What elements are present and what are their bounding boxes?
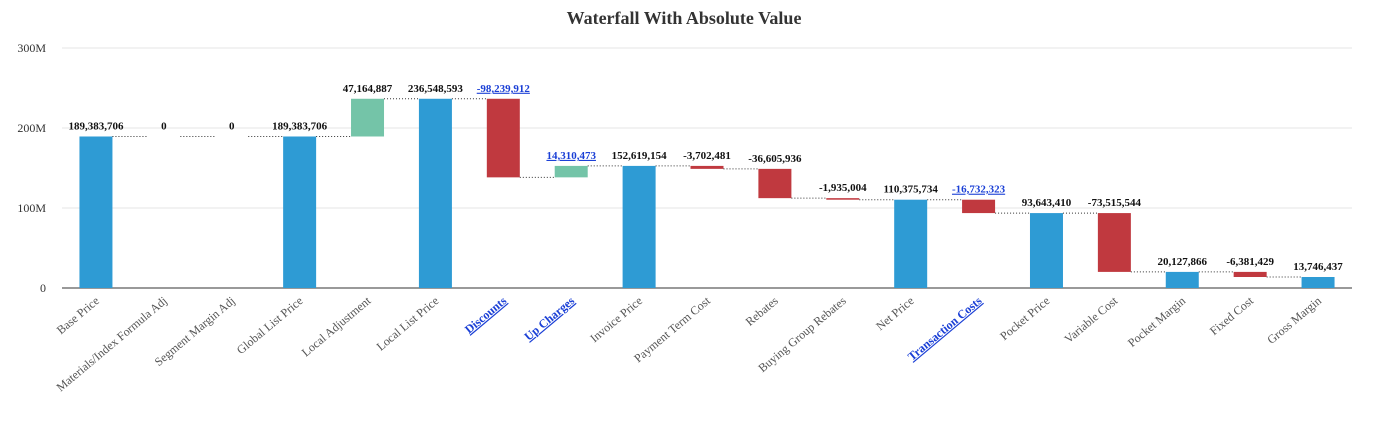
bar <box>826 198 860 200</box>
chart-title: Waterfall With Absolute Value <box>567 8 802 28</box>
y-tick-label: 100M <box>17 201 46 215</box>
value-label[interactable]: -16,732,323 <box>952 184 1006 196</box>
x-tick-label: Local Adjustment <box>299 293 374 359</box>
y-tick-label: 300M <box>17 41 46 55</box>
x-tick-label: Pocket Margin <box>1125 294 1188 350</box>
bar <box>894 199 928 288</box>
value-label: 47,164,887 <box>343 83 393 95</box>
x-tick-label: Global List Price <box>234 294 306 357</box>
bar <box>418 98 452 288</box>
x-tick-label: Materials/Index Formula Adj <box>54 294 170 395</box>
x-tick-label: Variable Cost <box>1062 293 1121 346</box>
bar <box>690 165 724 169</box>
bar <box>79 136 113 288</box>
value-label: -73,515,544 <box>1088 197 1142 209</box>
x-tick-label: Pocket Price <box>997 294 1052 344</box>
bar <box>1029 213 1063 288</box>
value-label: 110,375,734 <box>883 184 938 196</box>
bar <box>1165 271 1199 288</box>
bar <box>1233 271 1267 278</box>
bar <box>622 165 656 288</box>
value-label: 13,746,437 <box>1293 261 1343 273</box>
value-label: -36,605,936 <box>748 153 802 165</box>
x-tick-label: Invoice Price <box>587 294 645 346</box>
x-tick-label[interactable]: Up Charges <box>521 293 577 343</box>
x-tick-label: Gross Margin <box>1264 294 1324 347</box>
x-tick-label: Fixed Cost <box>1207 293 1257 338</box>
x-tick-label: Rebates <box>743 293 781 328</box>
value-label: -6,381,429 <box>1226 256 1274 268</box>
value-label: 236,548,593 <box>408 83 464 95</box>
value-label: -3,702,481 <box>683 150 731 162</box>
x-tick-label: Base Price <box>54 294 102 337</box>
x-tick-label[interactable]: Discounts <box>462 293 510 336</box>
value-label: 20,127,866 <box>1158 256 1208 268</box>
bar <box>351 98 385 137</box>
bar <box>758 168 792 199</box>
y-tick-label: 200M <box>17 121 46 135</box>
value-label: 0 <box>161 120 167 132</box>
bar <box>1097 213 1131 272</box>
value-label: 189,383,706 <box>272 120 328 132</box>
value-label: 152,619,154 <box>612 150 668 162</box>
x-tick-label[interactable]: Transaction Costs <box>905 293 985 363</box>
bar <box>554 165 588 178</box>
bar <box>486 98 520 178</box>
bar <box>962 199 996 214</box>
bar <box>1301 277 1335 288</box>
value-label[interactable]: 14,310,473 <box>546 150 596 162</box>
value-label[interactable]: -98,239,912 <box>477 83 531 95</box>
x-tick-label: Net Price <box>873 294 916 334</box>
value-label: -1,935,004 <box>819 182 867 194</box>
bar <box>283 136 317 288</box>
x-tick-label: Local List Price <box>374 294 442 354</box>
y-tick-label: 0 <box>40 281 46 295</box>
value-label: 93,643,410 <box>1022 197 1072 209</box>
value-label: 189,383,706 <box>68 120 124 132</box>
value-label: 0 <box>229 120 235 132</box>
